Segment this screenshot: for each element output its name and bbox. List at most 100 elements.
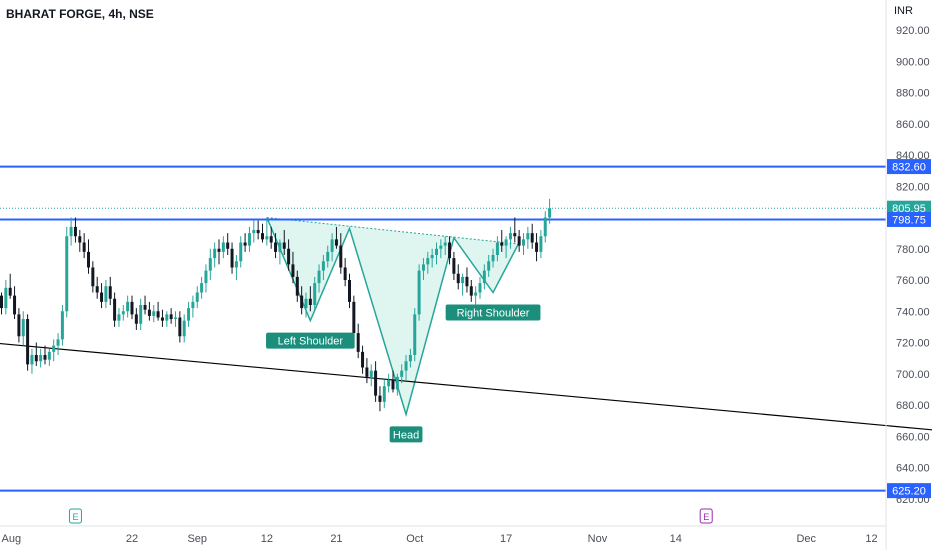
candle xyxy=(87,239,90,274)
candle xyxy=(304,292,308,318)
candle-body xyxy=(430,255,434,259)
candle xyxy=(252,220,256,243)
candle-body xyxy=(365,367,369,377)
candle-body xyxy=(313,283,317,305)
candle xyxy=(60,305,64,346)
candle-body xyxy=(387,380,391,387)
candle xyxy=(543,211,547,243)
candle xyxy=(65,226,69,318)
candle-body xyxy=(256,230,260,234)
price-tag-bg xyxy=(887,211,931,227)
x-tick-label: 22 xyxy=(126,533,138,545)
candle-body xyxy=(404,361,408,371)
candle-body xyxy=(361,351,365,368)
candle xyxy=(517,230,521,252)
candle xyxy=(500,230,504,252)
candle-body xyxy=(443,242,447,246)
candle-body xyxy=(395,376,399,390)
candle-body xyxy=(156,311,160,318)
currency-label: INR xyxy=(894,5,913,17)
candle xyxy=(334,226,338,249)
time-axis[interactable]: Aug 22 Sep 12 21 Oct 17 Nov 14 Dec 12 xyxy=(2,533,878,545)
candle xyxy=(526,226,530,249)
candle xyxy=(152,305,156,323)
candle-body xyxy=(52,345,56,352)
pattern-label-bg xyxy=(266,332,355,349)
candle xyxy=(217,239,221,265)
candle-body xyxy=(334,239,338,246)
candle-body xyxy=(535,242,539,252)
candle-body xyxy=(378,395,382,402)
candle-body xyxy=(474,292,478,296)
candle xyxy=(100,283,104,309)
candle xyxy=(47,348,51,366)
plot-area[interactable]: Left Shoulder Head Right Shoulder E E xyxy=(0,165,932,524)
candle-body xyxy=(274,242,278,252)
candle xyxy=(343,258,347,287)
candle-body xyxy=(0,295,3,309)
candle xyxy=(247,226,251,252)
candle-body xyxy=(13,295,17,315)
candle-body xyxy=(417,270,421,315)
candle xyxy=(91,261,95,293)
candle xyxy=(456,264,460,290)
candle-body xyxy=(330,239,334,252)
price-tag-bg xyxy=(887,483,931,499)
candle-body xyxy=(391,380,395,390)
pattern-label-text: Right Shoulder xyxy=(457,308,530,320)
candle xyxy=(121,305,125,321)
candle-body xyxy=(321,261,325,271)
candle xyxy=(326,245,330,268)
candle-body xyxy=(30,355,34,365)
y-tick-label: 700.00 xyxy=(896,369,930,381)
candle-body xyxy=(487,261,491,271)
candle xyxy=(126,295,130,318)
candle xyxy=(535,233,539,262)
candle xyxy=(387,373,391,393)
candle xyxy=(165,311,169,327)
x-tick-label: 17 xyxy=(500,533,512,545)
pattern-area xyxy=(266,217,520,415)
candle-body xyxy=(204,270,208,284)
candle-body xyxy=(530,233,534,243)
price-tag-text: 625.20 xyxy=(892,486,926,498)
candle-body xyxy=(160,317,164,321)
candle xyxy=(156,301,160,321)
price-axis[interactable]: 620.00640.00660.00680.00700.00720.00740.… xyxy=(896,25,930,506)
event-marker: E xyxy=(699,508,713,524)
candle-body xyxy=(282,242,286,249)
candle-body xyxy=(126,301,130,312)
candle-body xyxy=(56,339,60,346)
candle-body xyxy=(130,301,134,315)
candle-body xyxy=(26,319,30,365)
candle xyxy=(487,255,491,277)
candle xyxy=(30,348,34,374)
candle xyxy=(443,236,447,255)
candle xyxy=(508,226,512,249)
x-tick-label: 12 xyxy=(865,533,877,545)
candle xyxy=(43,345,47,365)
candle xyxy=(452,251,456,280)
candle-body xyxy=(265,236,269,240)
candle-body xyxy=(17,314,21,337)
candle xyxy=(539,230,543,259)
candle-body xyxy=(522,239,525,246)
candle-body xyxy=(421,264,425,271)
candle xyxy=(278,239,282,265)
candle xyxy=(139,298,143,330)
candle-body xyxy=(221,242,225,252)
candle-body xyxy=(69,226,73,237)
candle xyxy=(130,295,134,320)
candle-body xyxy=(339,245,343,268)
candle-body xyxy=(200,283,204,293)
candle xyxy=(169,308,173,324)
candle xyxy=(4,280,8,315)
candle xyxy=(108,276,112,305)
event-marker-text: E xyxy=(703,512,709,522)
candle xyxy=(221,236,225,259)
candle xyxy=(134,308,138,330)
y-tick-label: 760.00 xyxy=(896,275,930,287)
candle xyxy=(113,292,117,327)
candle xyxy=(208,248,212,280)
